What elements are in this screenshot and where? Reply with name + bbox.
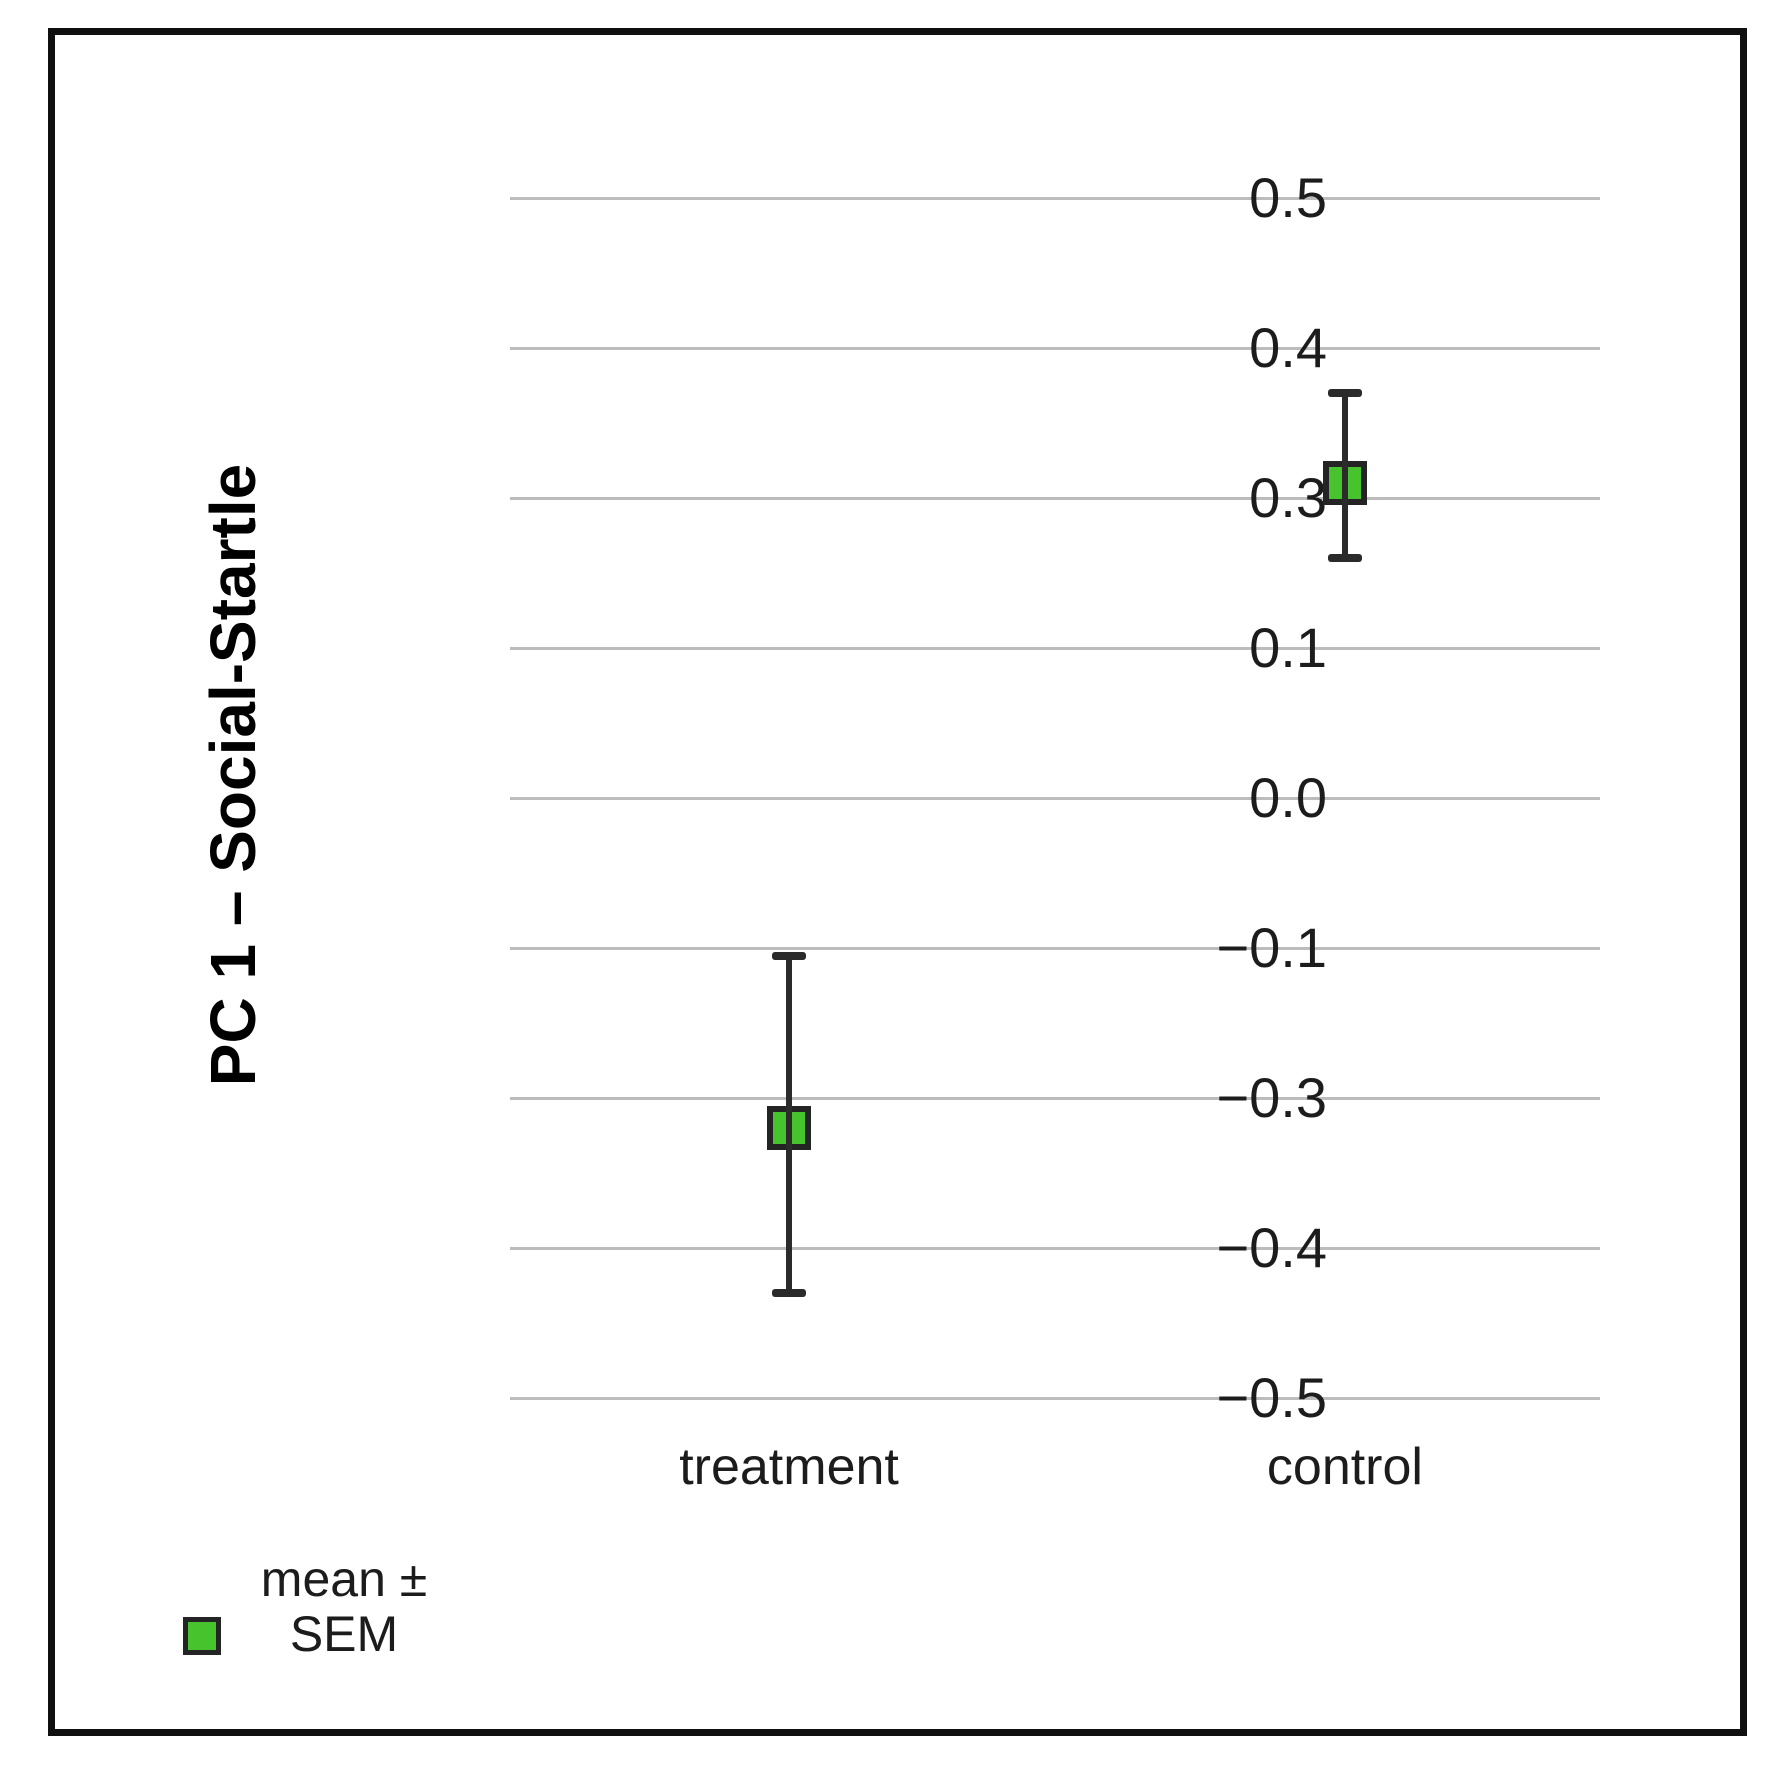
error-bar-bottom-cap	[1327, 554, 1362, 562]
x-tick-label: control	[1266, 1438, 1423, 1496]
gridline	[510, 1247, 1600, 1250]
error-bar-top-cap	[1327, 389, 1362, 397]
x-tick-label: treatment	[679, 1438, 899, 1496]
legend-label-line2: SEM	[289, 1606, 399, 1662]
error-bar	[786, 955, 793, 1293]
y-tick-label: 0.0	[1249, 766, 1327, 829]
gridline	[510, 347, 1600, 350]
gridline	[510, 1097, 1600, 1100]
gridline	[510, 197, 1600, 200]
y-tick-label: 0.4	[1249, 316, 1327, 379]
legend-label-line1: mean ±	[260, 1551, 428, 1607]
y-tick-label: −0.3	[1216, 1066, 1327, 1129]
figure-border	[48, 28, 1747, 1736]
legend-marker-swatch	[183, 1617, 221, 1655]
y-tick-label: 0.1	[1249, 616, 1327, 679]
y-tick-label: −0.4	[1216, 1216, 1327, 1279]
gridline	[510, 1397, 1600, 1400]
gridline	[510, 497, 1600, 500]
gridline	[510, 797, 1600, 800]
error-bar-bottom-cap	[772, 1289, 807, 1297]
y-tick-label: −0.5	[1216, 1366, 1327, 1429]
legend-label: mean ± SEM	[233, 1552, 455, 1662]
gridline	[510, 647, 1600, 650]
y-tick-label: 0.5	[1249, 166, 1327, 229]
error-bar-top-cap	[772, 951, 807, 960]
y-tick-label: −0.1	[1216, 916, 1327, 979]
y-axis-title: PC 1 – Social-Startle	[197, 463, 269, 1087]
y-tick-label: 0.3	[1249, 466, 1327, 529]
error-bar	[1341, 393, 1348, 558]
gridline	[510, 947, 1600, 950]
